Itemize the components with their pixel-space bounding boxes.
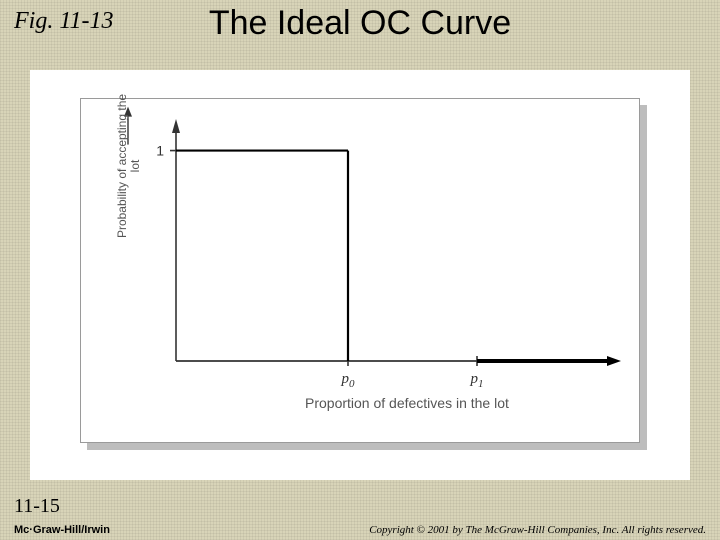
copyright-label: Copyright © 2001 by The McGraw-Hill Comp…	[369, 524, 706, 536]
publisher-label: Mc·Graw-Hill/Irwin	[14, 524, 110, 536]
page-number: 11-15	[14, 495, 60, 518]
x-axis-caption: Proportion of defectives in the lot	[305, 395, 509, 411]
chart-panel: 1 p0 p1 Probability of accepting the lot P…	[30, 70, 690, 480]
y-axis-caption: Probability of accepting the lot	[116, 91, 142, 241]
slide: Fig. 11-13 The Ideal OC Curve 11-15 Mc·G…	[0, 0, 720, 540]
slide-title: The Ideal OC Curve	[0, 4, 720, 43]
svg-text:p1: p1	[470, 371, 484, 390]
chart-body: 1p0p1 Probability of accepting the lot P…	[80, 98, 640, 443]
oc-curve-svg: 1 p0 p1	[81, 99, 641, 444]
svg-text:p0: p0	[341, 371, 356, 390]
svg-text:1: 1	[156, 143, 164, 159]
